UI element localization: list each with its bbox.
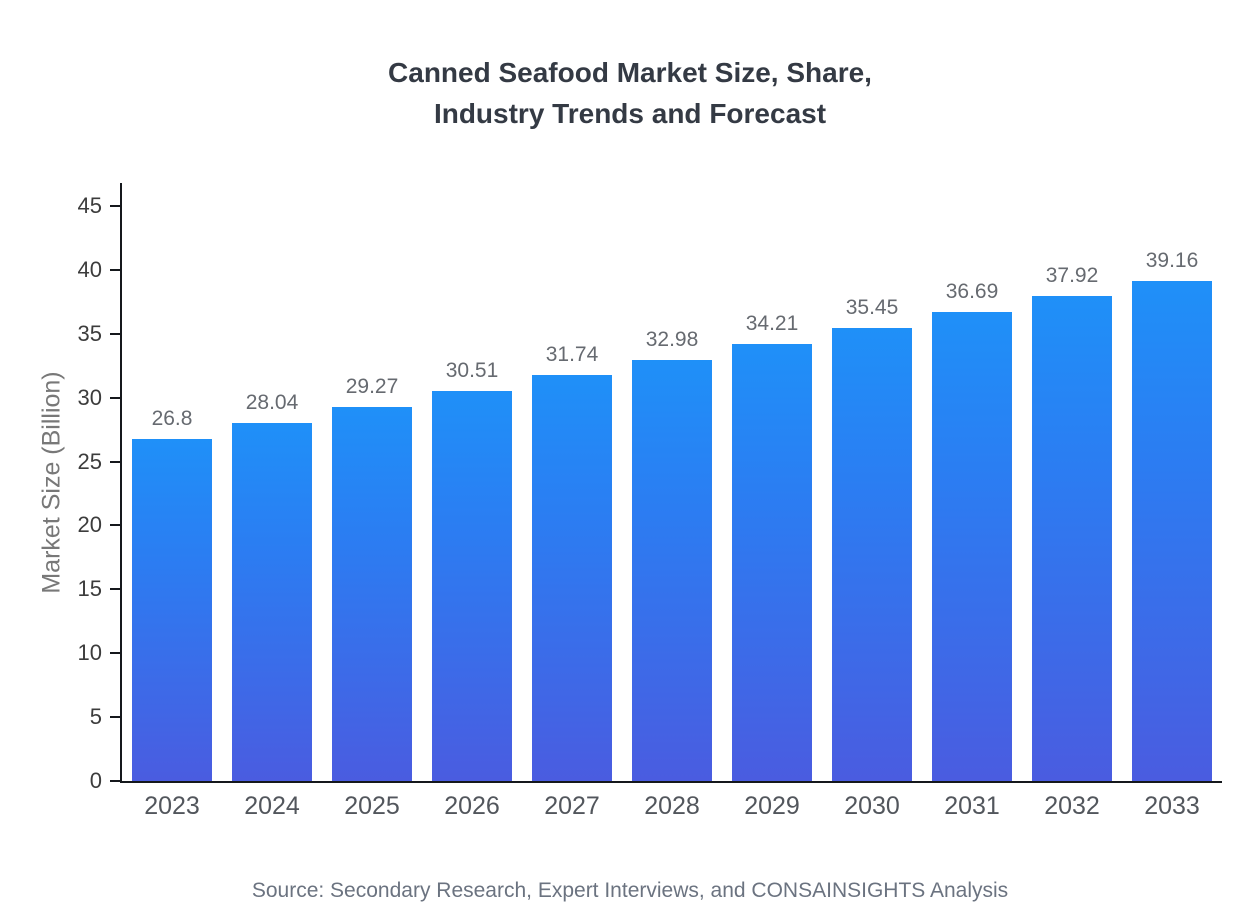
bar-value-label: 36.69 <box>945 280 999 304</box>
bar-2029 <box>732 343 812 781</box>
x-axis: 2023 2024 2025 2026 2027 2028 2029 2030 2031 2032… <box>122 792 1222 821</box>
bar-slot: 37.92 <box>1022 264 1122 781</box>
y-tick-label: 25 <box>77 448 102 474</box>
x-tick-label: 2029 <box>744 792 800 820</box>
x-tick-label: 2030 <box>844 792 900 820</box>
bar-value-label: 39.16 <box>1145 248 1199 272</box>
bar-slot: 26.8 <box>122 407 222 781</box>
source-note: Source: Secondary Research, Expert Inter… <box>251 879 1009 902</box>
y-tick-mark <box>110 524 120 527</box>
y-tick-label: 30 <box>77 384 102 410</box>
y-tick-label: 35 <box>77 320 102 346</box>
y-tick-mark <box>110 332 120 335</box>
bar-2031 <box>932 312 1012 781</box>
bar-slot: 29.27 <box>322 375 422 781</box>
x-tick-label: 2027 <box>544 792 600 820</box>
chart-title-line2: Industry Trends and Forecast <box>433 97 827 129</box>
x-tick-label: 2033 <box>1144 792 1200 820</box>
bar-slot: 30.51 <box>422 359 522 781</box>
bar-2027 <box>532 375 612 781</box>
x-tick-label: 2025 <box>344 792 400 820</box>
bar-value-label: 26.8 <box>151 406 193 430</box>
bar-slot: 32.98 <box>622 328 722 781</box>
x-tick-label: 2032 <box>1044 792 1100 820</box>
y-tick-mark <box>110 268 120 271</box>
y-tick-mark <box>110 460 120 463</box>
y-tick-label: 10 <box>77 640 102 666</box>
y-tick-mark <box>110 588 120 591</box>
chart-title: Canned Seafood Market Size, Share, Indus… <box>0 53 1260 134</box>
x-tick-label: 2023 <box>144 792 200 820</box>
bar-value-label: 35.45 <box>845 296 899 320</box>
y-axis-line <box>120 183 122 783</box>
bar-2025 <box>332 407 412 781</box>
y-tick-mark <box>110 205 120 207</box>
plot-area: 26.8 28.04 29.27 30.51 31.74 32.98 34.21 35.45 3… <box>122 141 1222 781</box>
bar-2028 <box>632 359 712 781</box>
chart-title-line1: Canned Seafood Market Size, Share, <box>388 57 872 88</box>
bar-slot: 34.21 <box>722 312 822 781</box>
bar-2032 <box>1032 296 1112 781</box>
x-tick-label: 2031 <box>944 792 1000 820</box>
y-axis: 0 5 10 15 20 25 30 35 40 45 <box>40 193 120 793</box>
y-tick-mark <box>110 652 120 655</box>
bar-slot: 35.45 <box>822 296 922 781</box>
bar-2026 <box>432 391 512 781</box>
y-tick-label: 40 <box>77 256 102 282</box>
x-tick-label: 2026 <box>444 792 500 820</box>
bar-value-label: 30.51 <box>445 359 499 383</box>
bar-slot: 31.74 <box>522 343 622 781</box>
x-axis-line <box>120 781 1222 783</box>
bar-value-label: 34.21 <box>745 311 799 335</box>
bar-2030 <box>832 328 912 781</box>
x-tick-label: 2028 <box>644 792 700 820</box>
bar-slot: 39.16 <box>1122 249 1222 781</box>
y-tick-mark <box>110 780 120 782</box>
bar-value-label: 29.27 <box>345 375 399 398</box>
bar-value-label: 31.74 <box>545 343 599 367</box>
y-tick-label: 5 <box>89 704 102 730</box>
bar-slot: 28.04 <box>222 391 322 781</box>
bar-value-label: 32.98 <box>645 327 699 351</box>
bar-2033 <box>1132 280 1212 781</box>
bar-value-label: 28.04 <box>245 390 299 414</box>
y-tick-mark <box>110 716 120 719</box>
bar-value-label: 37.92 <box>1045 264 1099 288</box>
bar-2024 <box>232 422 312 781</box>
y-tick-label: 45 <box>77 193 102 218</box>
y-tick-mark <box>110 396 120 399</box>
y-tick-label: 20 <box>77 512 102 538</box>
y-tick-label: 0 <box>89 768 102 793</box>
y-tick-label: 15 <box>77 576 102 602</box>
bar-slot: 36.69 <box>922 280 1022 781</box>
bar-2023 <box>132 438 212 781</box>
x-tick-label: 2024 <box>244 792 300 820</box>
